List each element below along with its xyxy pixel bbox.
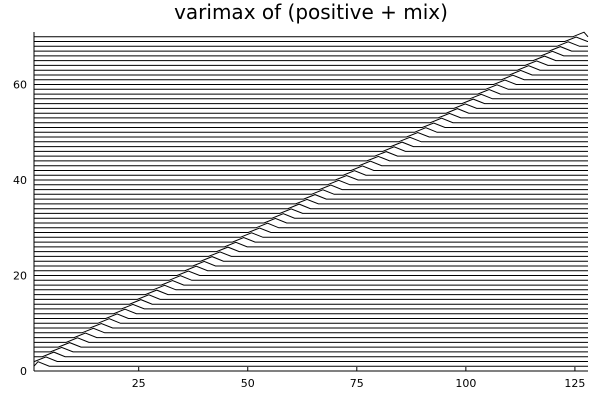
series-line-32 <box>34 213 588 219</box>
series-line-17 <box>34 284 588 291</box>
series-line-44 <box>34 155 588 162</box>
series-line-67 <box>34 46 588 52</box>
series-line-30 <box>34 222 588 229</box>
series-line-69 <box>34 36 588 42</box>
series-line-27 <box>34 236 588 243</box>
series-line-45 <box>34 151 588 157</box>
series-line-12 <box>34 308 588 315</box>
series-line-57 <box>34 93 588 100</box>
series-line-34 <box>34 203 588 210</box>
series-line-38 <box>34 184 588 191</box>
series-line-37 <box>34 189 588 195</box>
series-line-48 <box>34 136 588 143</box>
series-line-9 <box>34 322 588 329</box>
series-line-3 <box>34 351 588 358</box>
series-line-70 <box>34 31 589 38</box>
series-line-7 <box>34 332 588 339</box>
y-tick-label: 40 <box>13 174 27 187</box>
series-line-46 <box>34 146 588 152</box>
series-line-19 <box>34 275 588 281</box>
y-tick-label: 60 <box>13 79 27 92</box>
x-tick-label: 100 <box>455 377 476 390</box>
series-line-25 <box>34 246 588 253</box>
tick-labels: 25 50 75 100 125 0 20 40 60 <box>13 79 585 390</box>
series-line-15 <box>34 294 588 300</box>
series-line-35 <box>34 198 588 205</box>
series-line-65 <box>34 55 588 62</box>
series-line-43 <box>34 160 588 167</box>
series-line-42 <box>34 165 588 171</box>
series-line-47 <box>34 141 588 148</box>
series-line-13 <box>34 303 588 310</box>
y-tick-label: 20 <box>13 270 27 283</box>
series-line-61 <box>34 74 588 81</box>
series-line-20 <box>34 270 588 276</box>
series-line-60 <box>34 79 588 85</box>
series-line-64 <box>34 60 588 66</box>
series-line-26 <box>34 241 588 248</box>
series-line-22 <box>34 260 588 267</box>
series-line-55 <box>34 103 588 109</box>
series-line-8 <box>34 327 588 334</box>
series-line-66 <box>34 50 588 57</box>
series-line-29 <box>34 227 588 233</box>
series-line-36 <box>34 194 588 200</box>
x-tick-label: 50 <box>241 377 255 390</box>
series-line-50 <box>34 127 588 133</box>
series-line-62 <box>34 69 588 76</box>
series-line-54 <box>34 108 588 114</box>
series-line-6 <box>34 337 588 343</box>
series-line-51 <box>34 122 588 128</box>
series-line-14 <box>34 299 588 305</box>
series-line-28 <box>34 232 588 238</box>
series-line-23 <box>34 256 588 262</box>
series-line-33 <box>34 208 588 214</box>
x-tick-label: 75 <box>350 377 364 390</box>
series-line-53 <box>34 112 588 119</box>
series-line-4 <box>34 346 588 353</box>
x-tick-label: 125 <box>564 377 585 390</box>
series-line-21 <box>34 265 588 272</box>
series-line-68 <box>34 41 588 47</box>
series-line-10 <box>34 318 588 324</box>
series-line-5 <box>34 342 588 348</box>
series-line-2 <box>34 356 588 362</box>
series-line-39 <box>34 179 588 186</box>
axes <box>33 32 588 372</box>
series-line-11 <box>34 313 588 319</box>
series-line-59 <box>34 84 588 90</box>
series-line-49 <box>34 131 588 138</box>
series-line-1 <box>33 361 588 367</box>
series-lines <box>33 31 589 367</box>
series-line-52 <box>34 117 588 124</box>
series-line-18 <box>34 279 588 286</box>
series-line-41 <box>34 170 588 176</box>
series-line-56 <box>34 98 588 105</box>
series-line-31 <box>34 217 588 224</box>
series-line-24 <box>34 251 588 257</box>
y-tick-label: 0 <box>20 365 27 378</box>
x-tick-label: 25 <box>132 377 146 390</box>
series-line-40 <box>34 174 588 181</box>
series-line-58 <box>34 88 588 95</box>
chart-title: varimax of (positive + mix) <box>174 0 448 24</box>
series-line-63 <box>34 65 588 71</box>
series-line-16 <box>34 289 588 296</box>
